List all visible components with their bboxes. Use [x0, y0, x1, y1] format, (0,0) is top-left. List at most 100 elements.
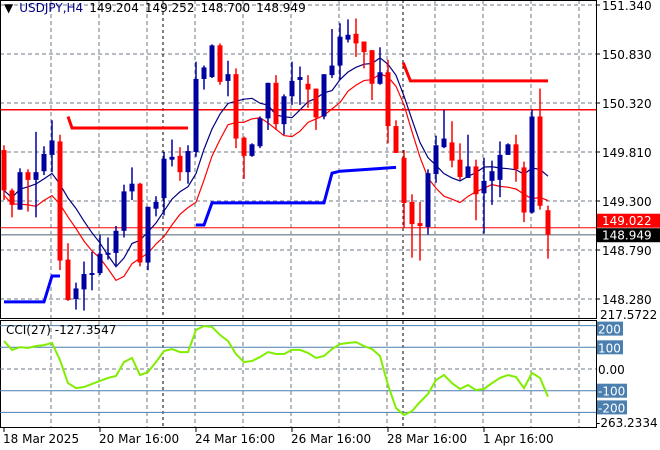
cci-label: CCI(27)	[6, 323, 51, 337]
candle-bull	[529, 116, 535, 213]
candle-bear	[537, 116, 543, 206]
candle-bull	[297, 77, 303, 80]
candle-bull	[97, 253, 103, 274]
candle-bull	[489, 171, 495, 181]
candle-bull	[89, 273, 95, 275]
candle-bear	[273, 82, 279, 125]
cci-level-bg	[597, 321, 623, 336]
cci-level-label: 100	[598, 341, 621, 355]
candle-bull	[81, 274, 87, 290]
candle-bull	[257, 118, 263, 147]
time-label: 28 Mar 16:00	[387, 432, 467, 446]
candle-bull	[145, 206, 151, 263]
candle-bull	[169, 156, 175, 160]
candle-bull	[185, 151, 191, 173]
candle-bull	[17, 172, 23, 210]
candle-bull	[345, 34, 351, 40]
candle-bear	[313, 88, 319, 118]
high-value: 149.252	[144, 1, 195, 15]
open-value: 149.204	[89, 1, 139, 15]
price-tick-label: 148.280	[602, 293, 652, 307]
resistance-step-line	[401, 62, 548, 83]
cci-level-bg	[597, 383, 627, 398]
candle-bear	[385, 72, 391, 127]
candle-bull	[209, 45, 215, 78]
support-step-line	[196, 165, 397, 227]
candle-bear	[401, 157, 407, 203]
price-tick-label: 149.810	[602, 146, 652, 160]
candle-bull	[193, 78, 199, 153]
candle-bull	[201, 67, 207, 79]
candle-bear	[473, 166, 479, 195]
candle-bull	[249, 144, 255, 156]
symbol-label: USDJPY,H4	[19, 1, 84, 15]
candle-bear	[217, 45, 223, 82]
cci-level-label: 200	[598, 323, 621, 337]
cci-pane-frame	[0, 320, 597, 428]
candle-bull	[265, 82, 271, 119]
bid-label: 148.949	[602, 229, 652, 243]
dropdown-triangle-icon[interactable]: ▼	[4, 1, 14, 15]
time-label: 24 Mar 16:00	[195, 432, 275, 446]
chart-header: ▼ USDJPY,H4 149.204 149.252 148.700 148.949	[4, 1, 312, 15]
candle-bear	[57, 141, 63, 261]
cci-value: -127.3547	[54, 323, 117, 337]
time-label: 26 Mar 16:00	[291, 432, 371, 446]
candle-bear	[513, 144, 519, 170]
main-pane-frame	[0, 0, 597, 319]
candle-bull	[329, 65, 335, 76]
candle-bull	[497, 154, 503, 180]
price-tick-label: 149.300	[602, 195, 652, 209]
candle-bear	[25, 172, 31, 180]
candle-bear	[305, 83, 311, 90]
price-tick-label: 151.340	[602, 0, 652, 13]
candle-bear	[369, 50, 375, 84]
candle-bull	[337, 36, 343, 66]
candle-bull	[113, 230, 119, 253]
candle-bull	[33, 172, 39, 180]
candle-bull	[129, 183, 135, 192]
candle-bull	[505, 144, 511, 155]
cci-max-label: 217.5722	[600, 308, 657, 322]
cci-level-label: -200	[598, 401, 625, 415]
candle-bull	[481, 180, 487, 194]
candle-bear	[233, 74, 239, 139]
candle-bull	[161, 158, 167, 199]
candle-bull	[289, 80, 295, 97]
candle-bull	[377, 72, 383, 84]
candle-bear	[521, 167, 527, 213]
candle-bear	[177, 155, 183, 173]
candle-bear	[353, 33, 359, 44]
candle-bear	[137, 183, 143, 263]
candle-bull	[41, 153, 47, 172]
ask-label-bg	[597, 213, 660, 228]
cci-level-label: -100	[598, 385, 625, 399]
time-label: 1 Apr 16:00	[483, 432, 554, 446]
support-step-line	[4, 274, 60, 304]
candle-bear	[9, 190, 15, 205]
candle-bull	[73, 288, 79, 300]
candle-bear	[417, 223, 423, 226]
time-label: 18 Mar 2025	[3, 432, 79, 446]
price-tick-label: 150.320	[602, 97, 652, 111]
price-tick-label: 150.830	[602, 48, 652, 62]
resistance-step-line	[66, 115, 188, 130]
cci-header: CCI(27) -127.3547	[6, 323, 116, 337]
candle-bull	[433, 145, 439, 175]
candle-bear	[409, 201, 415, 225]
bid-label-bg	[597, 228, 660, 243]
candle-bull	[49, 140, 55, 155]
candle-bear	[457, 159, 463, 177]
price-tick-label: 148.790	[602, 244, 652, 258]
candle-bear	[241, 137, 247, 156]
candle-bear	[393, 126, 399, 153]
candle-bear	[361, 41, 367, 53]
low-value: 148.700	[200, 1, 251, 15]
candle-bull	[465, 166, 471, 178]
candle-bear	[449, 142, 455, 161]
cci-level-bg	[597, 340, 623, 355]
cci-line	[3, 325, 549, 417]
candle-bull	[105, 252, 111, 255]
candle-bull	[321, 74, 327, 117]
